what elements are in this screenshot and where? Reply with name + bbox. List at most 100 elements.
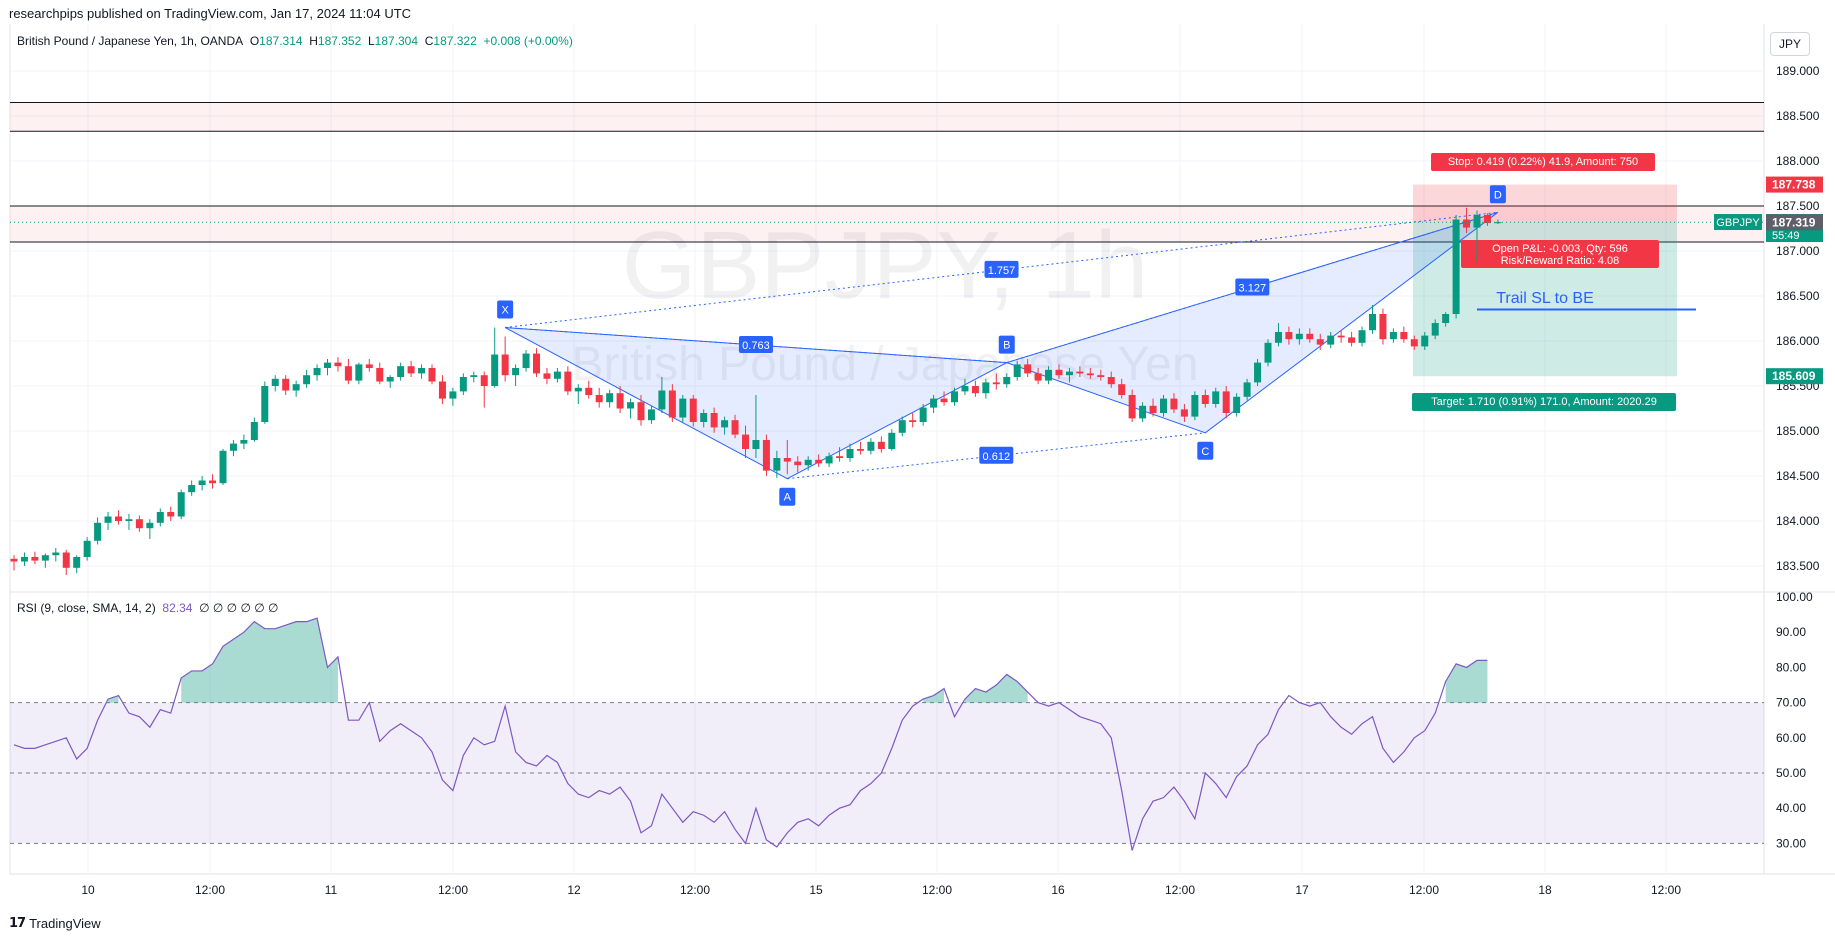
- candle-body: [1003, 377, 1011, 385]
- legend-o-label: O: [249, 34, 260, 48]
- price-label-bg: [1766, 176, 1823, 193]
- pattern-point-bg: [998, 335, 1015, 354]
- candle-body: [491, 354, 499, 386]
- candle-body: [355, 364, 363, 381]
- candle-body: [1118, 384, 1126, 395]
- candle-body: [1442, 314, 1450, 323]
- candle-body: [146, 522, 154, 529]
- pattern-point-a: A: [779, 487, 796, 506]
- legend-high: 187.352: [317, 34, 362, 48]
- pattern-point-label: D: [1494, 189, 1502, 201]
- pattern-point-bg: [497, 300, 514, 319]
- candle-body: [1160, 398, 1167, 413]
- price-tick-label: 188.500: [1776, 109, 1820, 123]
- candle-body: [762, 440, 770, 471]
- symbol-tag-bg: [1714, 214, 1762, 231]
- target-label-bg: [1412, 393, 1676, 411]
- rsi-legend: RSI (9, close, SMA, 14, 2) 82.34 ∅ ∅ ∅ ∅…: [17, 601, 278, 615]
- legend-title: British Pound / Japanese Yen, 1h, OANDA: [17, 34, 244, 48]
- ratio-label-text: 0.763: [742, 340, 770, 352]
- candle-body: [909, 420, 917, 422]
- candle-body: [1170, 398, 1178, 410]
- symbol-tag-text: GBPJPY: [1716, 217, 1760, 229]
- xd-line: [505, 211, 1498, 328]
- pattern-point-label: B: [1003, 340, 1010, 352]
- candle-body: [1400, 332, 1408, 340]
- candle-body: [794, 461, 802, 466]
- candle-body: [553, 371, 561, 379]
- candle-body: [1316, 339, 1324, 345]
- time-tick-label: 12:00: [195, 883, 225, 897]
- candle-body: [1254, 362, 1262, 383]
- pattern-point-c: C: [1197, 441, 1214, 460]
- candle-body: [1306, 333, 1314, 340]
- candle-body: [313, 368, 321, 376]
- time-tick-label: 18: [1538, 883, 1552, 897]
- watermark-name: British Pound / Japanese Yen: [571, 338, 1198, 391]
- ratio-label: 0.612: [979, 446, 1014, 464]
- pattern-point-d: D: [1489, 185, 1506, 204]
- ratio-label-bg: [1235, 278, 1270, 296]
- ratio-label-text: 0.612: [983, 451, 1011, 463]
- price-tick-label: 187.500: [1776, 199, 1820, 213]
- ratio-label: 1.757: [984, 260, 1019, 278]
- time-tick-label: 17: [1295, 883, 1309, 897]
- candle-body: [1097, 375, 1105, 377]
- candle-body: [449, 391, 457, 399]
- legend-low: 187.304: [374, 34, 419, 48]
- candle-body: [1389, 332, 1397, 340]
- candle-body: [564, 371, 572, 392]
- price-tick-label: 189.000: [1776, 64, 1820, 78]
- candle-body: [386, 377, 394, 382]
- candle-body: [334, 362, 342, 367]
- price-tick-label: 185.000: [1776, 424, 1820, 438]
- rsi-band: [10, 702, 1764, 844]
- candle-body: [700, 413, 708, 422]
- candle-body: [1285, 332, 1293, 340]
- time-tick-label: 12:00: [1409, 883, 1439, 897]
- candle-body: [1410, 339, 1418, 347]
- candle-body: [773, 458, 781, 471]
- rsi-line: [13, 617, 1488, 851]
- candle-body: [1086, 373, 1094, 376]
- candle-body: [292, 384, 300, 391]
- ratio-label-text: 1.757: [988, 265, 1016, 277]
- candle-body: [689, 398, 697, 422]
- candle-body: [992, 382, 1000, 385]
- rsi-tick-label: 80.00: [1776, 660, 1806, 674]
- candle-body: [606, 393, 614, 403]
- rsi-legend-label: RSI (9, close, SMA, 14, 2): [17, 601, 156, 615]
- candle-body: [397, 366, 405, 377]
- candle-body: [512, 368, 520, 376]
- target-label-text: Target: 1.710 (0.91%) 171.0, Amount: 202…: [1431, 396, 1657, 408]
- candle-body: [20, 557, 28, 562]
- candle-body: [10, 558, 18, 562]
- candle-body: [710, 413, 718, 428]
- currency-selector[interactable]: JPY: [1770, 32, 1810, 56]
- trail-sl-label: Trail SL to BE: [1496, 290, 1594, 307]
- legend-h-label: H: [309, 34, 318, 48]
- price-zone: [10, 206, 1764, 242]
- candle-body: [1034, 373, 1042, 381]
- candle-body: [115, 516, 122, 521]
- candle-body: [83, 540, 91, 557]
- candle-body: [543, 373, 551, 379]
- price-zone: [10, 102, 1764, 132]
- candle-body: [877, 441, 885, 449]
- candle-body: [41, 555, 49, 561]
- candle-body: [616, 393, 624, 409]
- price-tick-label: 187.000: [1776, 244, 1820, 258]
- footer-brand-text: TradingView: [29, 915, 101, 931]
- time-tick-label: 12:00: [680, 883, 710, 897]
- rsi-tick-label: 90.00: [1776, 625, 1806, 639]
- rsi-overbought-fill: [964, 674, 1028, 703]
- price-label-bg: [1766, 214, 1823, 231]
- candle-body: [1494, 222, 1502, 224]
- candle-body: [742, 434, 749, 449]
- candle-body: [1358, 330, 1366, 343]
- rsi-tick-label: 100.00: [1776, 590, 1813, 604]
- candle-body: [240, 440, 248, 444]
